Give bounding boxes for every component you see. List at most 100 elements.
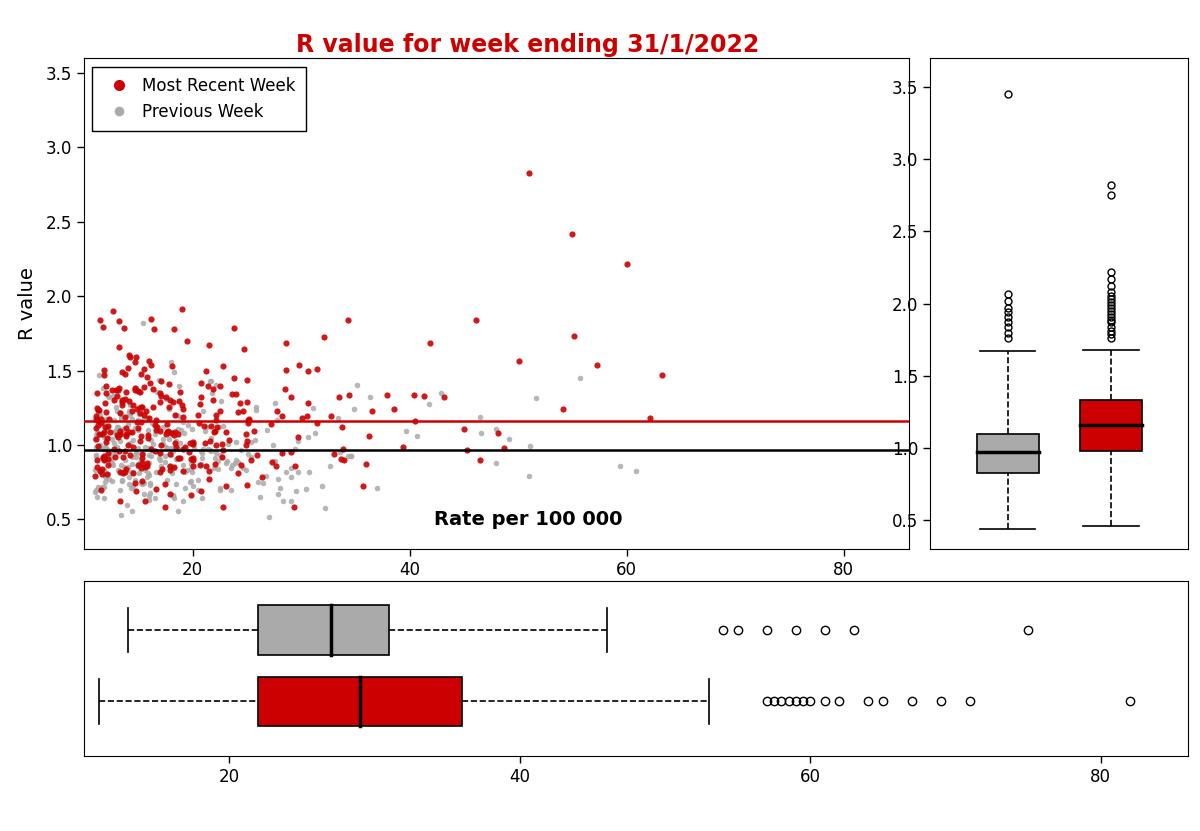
Point <box>128 384 148 397</box>
Point <box>148 420 167 434</box>
Point <box>86 484 106 497</box>
Point <box>170 436 190 450</box>
Point <box>168 504 187 518</box>
Point <box>154 432 173 445</box>
Point <box>115 411 134 424</box>
Point <box>454 422 473 435</box>
Point <box>112 428 131 441</box>
Point <box>115 367 134 381</box>
Point <box>139 456 158 470</box>
Point <box>230 396 250 410</box>
Point <box>298 410 317 423</box>
Point <box>205 425 224 438</box>
Point <box>121 351 140 364</box>
Point <box>112 508 131 521</box>
Point <box>86 453 106 466</box>
Point <box>119 361 138 375</box>
Point <box>288 465 307 479</box>
Point <box>236 428 256 441</box>
Point <box>134 381 154 394</box>
Point <box>253 476 272 489</box>
Point <box>181 474 200 487</box>
Point <box>214 444 233 457</box>
Point <box>109 445 128 458</box>
Point <box>134 440 154 454</box>
Point <box>206 409 226 422</box>
Point <box>160 448 179 461</box>
Point <box>150 395 169 408</box>
Point <box>191 459 210 472</box>
Point <box>150 465 169 479</box>
Point <box>119 477 138 490</box>
Point <box>90 481 109 494</box>
Point <box>617 257 636 270</box>
Point <box>95 420 114 434</box>
Point <box>122 465 142 479</box>
Point <box>216 456 235 470</box>
Point <box>281 391 300 404</box>
Point <box>98 452 118 465</box>
Point <box>86 412 106 425</box>
Point <box>200 374 220 387</box>
Point <box>103 458 122 471</box>
Point <box>102 452 121 465</box>
Point <box>211 395 230 408</box>
Point <box>157 440 176 454</box>
Point <box>322 410 341 423</box>
Point <box>139 411 158 425</box>
Point <box>112 475 131 488</box>
Point <box>126 351 145 364</box>
Point <box>154 420 173 434</box>
Point <box>174 416 193 429</box>
Point <box>626 465 646 478</box>
Point <box>139 449 158 462</box>
Point <box>163 466 182 479</box>
Point <box>299 364 318 377</box>
Point <box>146 424 166 437</box>
Point <box>150 453 169 466</box>
Point <box>108 420 127 434</box>
Point <box>127 415 146 428</box>
Point <box>157 391 176 404</box>
Point <box>342 449 361 462</box>
Point <box>205 451 224 465</box>
Point <box>252 470 271 484</box>
Point <box>124 440 143 454</box>
Point <box>164 491 184 504</box>
Point <box>144 383 163 396</box>
Point <box>122 458 142 471</box>
Point <box>312 479 331 492</box>
Point <box>136 494 155 508</box>
Point <box>128 423 148 436</box>
Point <box>85 432 104 445</box>
Point <box>156 477 175 490</box>
Point <box>209 462 228 475</box>
Point <box>194 425 214 438</box>
Point <box>122 450 142 464</box>
Point <box>95 368 114 381</box>
Point <box>282 471 301 484</box>
Point <box>88 460 107 474</box>
Point <box>212 450 232 464</box>
Point <box>97 435 116 448</box>
Point <box>139 489 158 502</box>
Point <box>199 338 218 352</box>
Point <box>241 453 260 466</box>
Point <box>108 405 127 418</box>
Point <box>86 463 106 476</box>
Point <box>157 425 176 439</box>
Point <box>282 494 301 508</box>
Point <box>160 460 179 473</box>
Point <box>175 440 194 454</box>
Point <box>90 413 109 426</box>
Point <box>175 465 194 479</box>
Point <box>132 458 151 471</box>
Point <box>238 416 257 430</box>
Point <box>104 437 124 450</box>
Point <box>90 313 109 327</box>
Point <box>192 376 211 390</box>
Point <box>131 416 150 429</box>
Point <box>206 413 226 426</box>
Point <box>564 329 583 342</box>
Point <box>114 321 133 334</box>
